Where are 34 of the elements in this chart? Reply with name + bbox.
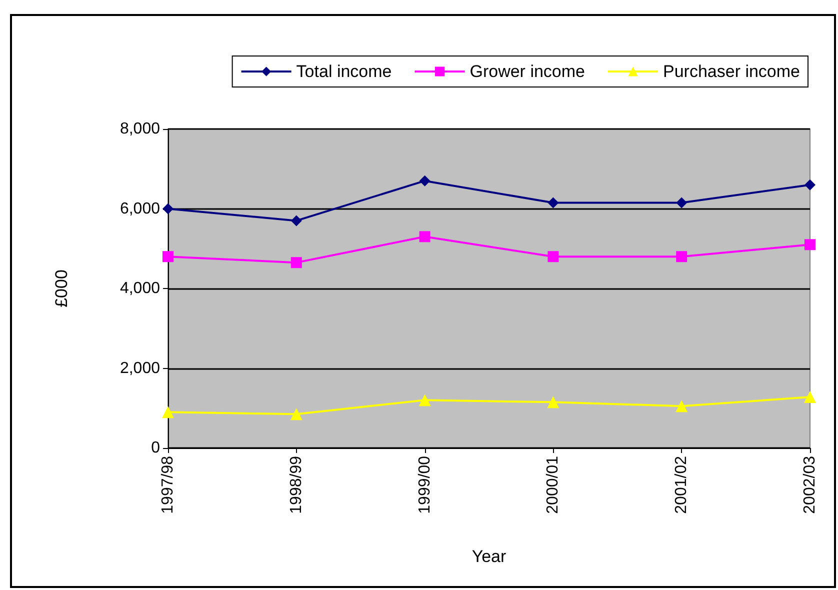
- x-tick-label: 2002/03: [802, 456, 818, 514]
- point: [676, 400, 688, 412]
- point: [290, 257, 302, 268]
- point: [548, 197, 559, 208]
- x-tick-label: 2000/01: [544, 456, 562, 514]
- point: [676, 251, 688, 262]
- x-tick-label: 2001/02: [673, 456, 690, 514]
- point: [290, 408, 302, 420]
- point: [676, 197, 688, 208]
- y-tick-label: 8,000: [120, 120, 160, 138]
- legend-label: Total income: [296, 62, 392, 81]
- point: [804, 390, 816, 403]
- point: [548, 251, 559, 262]
- y-tick-label: 6,000: [120, 200, 160, 218]
- y-tick-label: 2,000: [120, 360, 160, 377]
- y-tick-label: 4,000: [120, 280, 160, 297]
- legend-label: Grower income: [470, 62, 586, 81]
- point: [547, 396, 560, 408]
- x-axis-title: Year: [472, 547, 507, 566]
- point: [804, 239, 816, 250]
- point: [162, 203, 174, 214]
- x-tick-label: 1998/99: [288, 456, 305, 514]
- x-tick-label: 1997/98: [160, 456, 176, 514]
- point: [162, 251, 174, 262]
- legend-label: Purchaser income: [662, 62, 800, 81]
- y-axis-title: £000: [52, 270, 71, 308]
- point: [418, 394, 431, 406]
- y-tick-label: 0: [151, 440, 160, 456]
- point: [162, 406, 174, 418]
- point: [419, 231, 430, 242]
- point: [804, 179, 816, 190]
- x-tick-label: 1999/00: [416, 456, 434, 514]
- point: [290, 215, 302, 226]
- point: [419, 175, 430, 186]
